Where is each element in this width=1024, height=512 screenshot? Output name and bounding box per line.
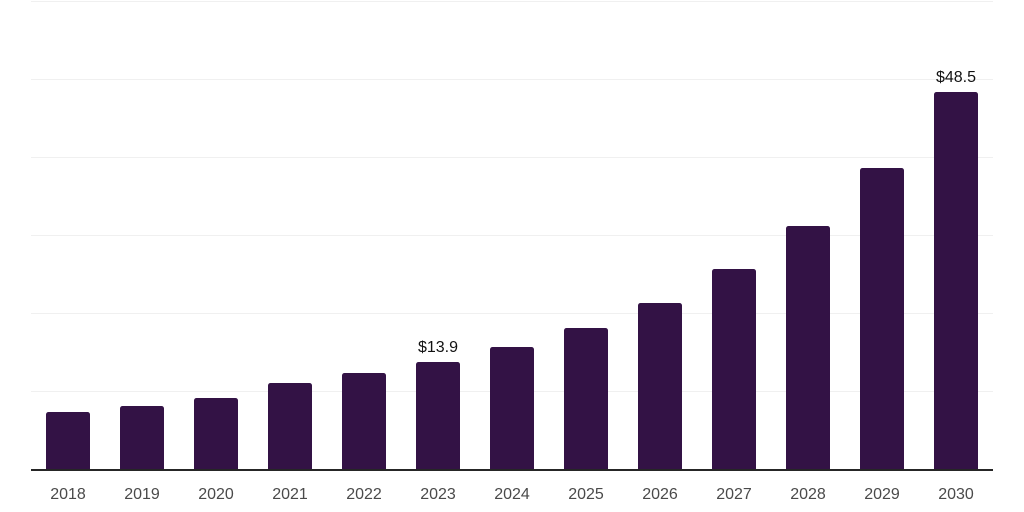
x-tick-label-2018: 2018 [50, 486, 86, 503]
bar-2019 [120, 406, 164, 470]
x-tick-label-2024: 2024 [494, 486, 530, 503]
bar-2026 [638, 303, 682, 470]
bar-2030 [934, 91, 978, 470]
x-tick-label-2022: 2022 [346, 486, 382, 503]
bar-2018 [46, 412, 90, 470]
bar-value-label-2030: $48.5 [935, 68, 977, 86]
bar-2021 [268, 382, 312, 470]
x-tick-label-2020: 2020 [198, 486, 234, 503]
x-axis-line [31, 469, 993, 471]
x-tick-label-2030: 2030 [938, 486, 974, 503]
x-tick-label-2028: 2028 [790, 486, 826, 503]
bar-2029 [860, 168, 904, 470]
x-tick-label-2019: 2019 [124, 486, 160, 503]
bar-2028 [786, 225, 830, 470]
bar-2025 [564, 328, 608, 470]
bar-value-label-2023: $13.9 [417, 338, 459, 356]
gridline [31, 157, 993, 158]
bar-2020 [194, 398, 238, 470]
x-tick-label-2025: 2025 [568, 486, 604, 503]
gridline [31, 79, 993, 80]
gridline [31, 235, 993, 236]
x-tick-label-2021: 2021 [272, 486, 308, 503]
x-tick-label-2023: 2023 [420, 486, 456, 503]
x-tick-label-2026: 2026 [642, 486, 678, 503]
x-tick-label-2027: 2027 [716, 486, 752, 503]
x-tick-label-2029: 2029 [864, 486, 900, 503]
bar-2022 [342, 373, 386, 470]
bar-2027 [712, 268, 756, 470]
gridline [31, 313, 993, 314]
bar-2024 [490, 346, 534, 470]
gridline [31, 1, 993, 2]
bar-2023 [416, 361, 460, 470]
